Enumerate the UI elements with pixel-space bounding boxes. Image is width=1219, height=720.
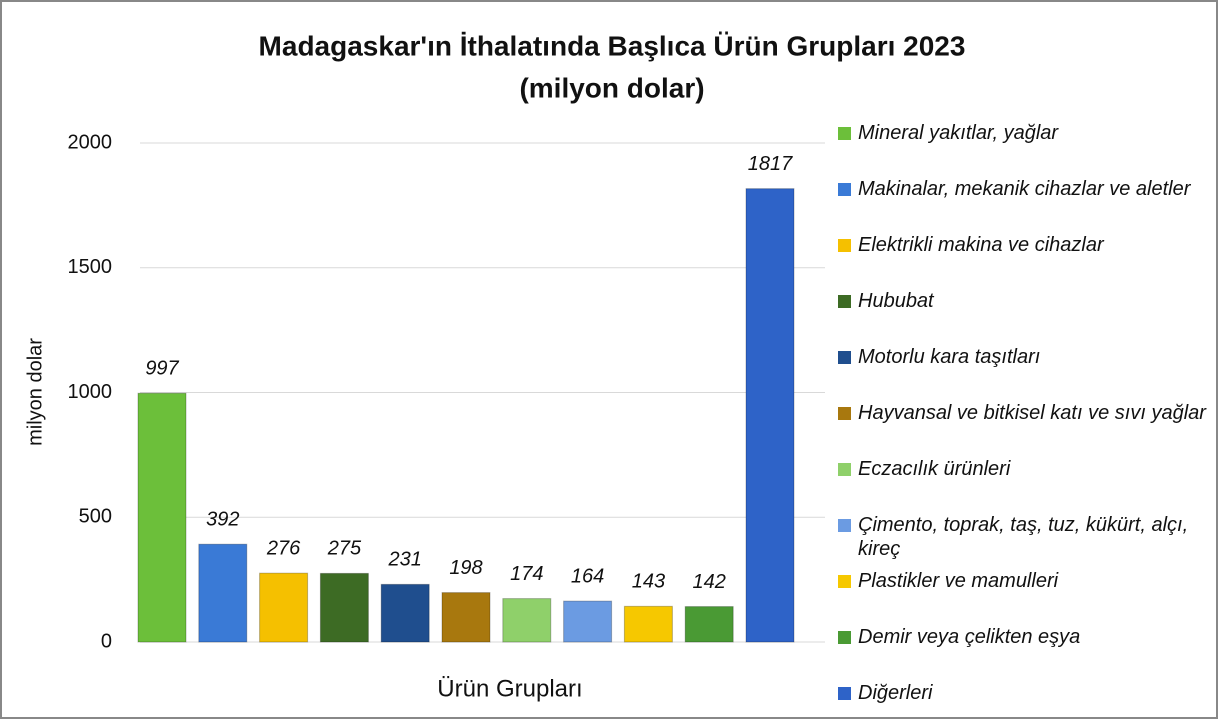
legend-label: Hububat (858, 290, 934, 312)
bar (684, 606, 734, 643)
bar (137, 392, 187, 643)
legend-label: Eczacılık ürünleri (858, 458, 1011, 480)
y-tick-label: 1000 (68, 381, 113, 403)
value-label: 275 (327, 538, 362, 560)
value-label: 997 (145, 358, 179, 380)
y-axis-label: milyon dolar (24, 338, 46, 446)
value-label: 142 (693, 571, 726, 593)
y-tick-label: 1500 (68, 256, 113, 278)
legend-item: Diğerleri (838, 681, 1208, 705)
y-tick-label: 500 (79, 506, 112, 528)
bar (319, 572, 369, 643)
bar (259, 572, 309, 643)
chart-subtitle: (milyon dolar) (519, 72, 704, 103)
value-label: 198 (449, 557, 482, 579)
legend-label: Mineral yakıtlar, yağlar (858, 122, 1059, 144)
bar (563, 600, 613, 643)
value-label: 164 (571, 565, 604, 587)
value-label: 276 (266, 537, 301, 559)
bar (198, 543, 248, 643)
legend-item: Plastikler ve mamulleri (838, 569, 1208, 593)
legend-swatch (838, 127, 851, 140)
legend-label: Plastikler ve mamulleri (858, 570, 1059, 592)
legend-item: Çimento, toprak, taş, tuz, kükürt, alçı,… (838, 513, 1208, 561)
legend-item: Demir veya çelikten eşya (838, 625, 1208, 649)
value-label: 231 (388, 549, 422, 571)
legend-label: Demir veya çelikten eşya (858, 626, 1081, 648)
x-axis-label: Ürün Grupları (437, 675, 582, 702)
legend-label: Makinalar, mekanik cihazlar ve aletler (858, 178, 1191, 200)
y-tick-label: 0 (101, 630, 112, 652)
legend-label: Diğerleri (858, 682, 933, 704)
legend-item: Makinalar, mekanik cihazlar ve aletler (838, 177, 1208, 201)
legend-item: Elektrikli makina ve cihazlar (838, 233, 1208, 257)
legend-label: Elektrikli makina ve cihazlar (858, 234, 1104, 256)
legend-swatch (838, 407, 851, 420)
chart-title: Madagaskar'ın İthalatında Başlıca Ürün G… (259, 30, 966, 61)
legend-swatch (838, 631, 851, 644)
legend-swatch (838, 687, 851, 700)
bar (623, 605, 673, 643)
legend-swatch (838, 183, 851, 196)
value-label: 392 (206, 508, 239, 530)
legend-item: Hububat (838, 289, 1208, 313)
bar (380, 583, 430, 643)
legend-item: Mineral yakıtlar, yağlar (838, 121, 1208, 145)
legend-label: Çimento, toprak, taş, tuz, kükürt, alçı,… (858, 514, 1189, 560)
legend-item: Hayvansal ve bitkisel katı ve sıvı yağla… (838, 401, 1208, 425)
legend-swatch (838, 295, 851, 308)
value-label: 1817 (748, 153, 793, 175)
y-tick-label: 2000 (68, 131, 113, 153)
legend-item: Motorlu kara taşıtları (838, 345, 1208, 369)
legend-swatch (838, 519, 851, 532)
value-label: 174 (510, 563, 543, 585)
legend-swatch (838, 575, 851, 588)
bar (441, 592, 491, 643)
legend-swatch (838, 463, 851, 476)
legend-item: Eczacılık ürünleri (838, 457, 1208, 481)
legend-swatch (838, 351, 851, 364)
value-label: 143 (632, 571, 665, 593)
legend-swatch (838, 239, 851, 252)
bar (745, 188, 795, 643)
legend-label: Hayvansal ve bitkisel katı ve sıvı yağla… (858, 402, 1206, 424)
legend-label: Motorlu kara taşıtları (858, 346, 1041, 368)
bar (502, 598, 552, 643)
